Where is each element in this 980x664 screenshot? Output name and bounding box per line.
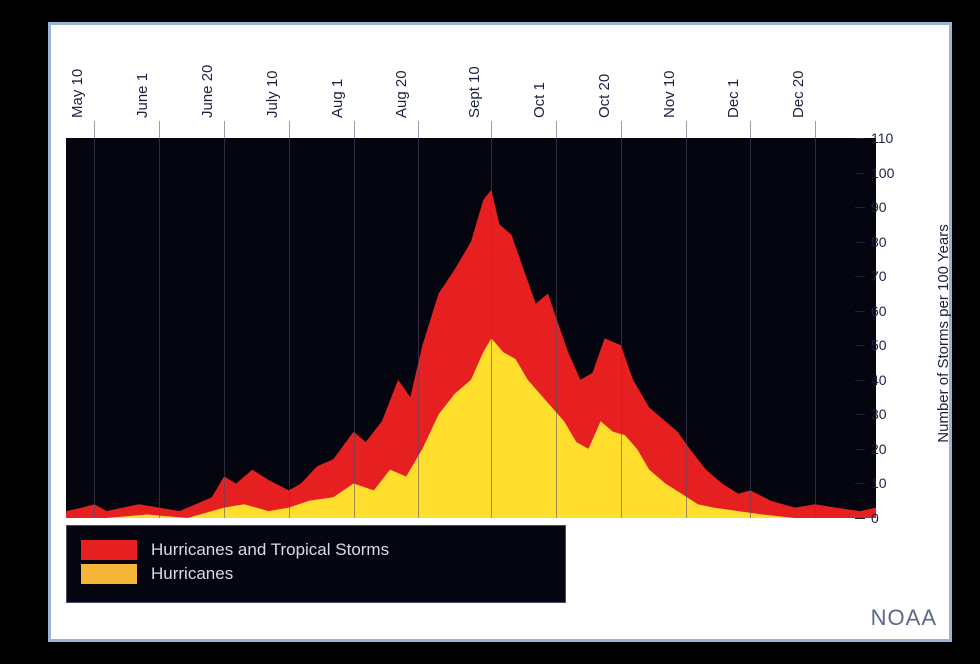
x-tick: July 10 <box>289 25 290 138</box>
legend: Hurricanes and Tropical Storms Hurricane… <box>66 525 566 603</box>
legend-swatch-0 <box>81 540 137 560</box>
y-tick: 90 <box>871 199 901 215</box>
x-tick: Sept 10 <box>491 25 492 138</box>
x-tick: Oct 1 <box>556 25 557 138</box>
y-tick: 0 <box>871 510 901 526</box>
y-tick: 60 <box>871 303 901 319</box>
legend-label-0: Hurricanes and Tropical Storms <box>151 540 389 560</box>
y-tick: 80 <box>871 234 901 250</box>
y-axis-title: Number of Storms per 100 Years <box>935 224 952 442</box>
x-tick: Dec 1 <box>750 25 751 138</box>
x-tick: Oct 20 <box>621 25 622 138</box>
x-tick: Aug 20 <box>418 25 419 138</box>
y-tick: 70 <box>871 268 901 284</box>
legend-item-0: Hurricanes and Tropical Storms <box>81 540 551 560</box>
y-tick: 30 <box>871 406 901 422</box>
legend-swatch-1 <box>81 564 137 584</box>
x-tick: May 10 <box>94 25 95 138</box>
legend-item-1: Hurricanes <box>81 564 551 584</box>
area-chart-svg <box>66 138 876 518</box>
chart-frame: May 10 June 1 June 20 July 10 Aug 1 Aug 20 Sep… <box>48 22 952 642</box>
y-tick: 50 <box>871 337 901 353</box>
plot-area <box>66 138 876 518</box>
y-tick: 20 <box>871 441 901 457</box>
y-tick: 110 <box>871 130 901 146</box>
x-tick: Aug 1 <box>354 25 355 138</box>
x-tick: Nov 10 <box>686 25 687 138</box>
x-tick: June 20 <box>224 25 225 138</box>
x-tick: June 1 <box>159 25 160 138</box>
y-tick: 100 <box>871 165 901 181</box>
y-axis: 0102030405060708090100110 <box>879 138 939 518</box>
y-tick: 10 <box>871 475 901 491</box>
y-tick: 40 <box>871 372 901 388</box>
source-attribution: NOAA <box>871 605 937 631</box>
legend-label-1: Hurricanes <box>151 564 233 584</box>
x-tick: Dec 20 <box>815 25 816 138</box>
